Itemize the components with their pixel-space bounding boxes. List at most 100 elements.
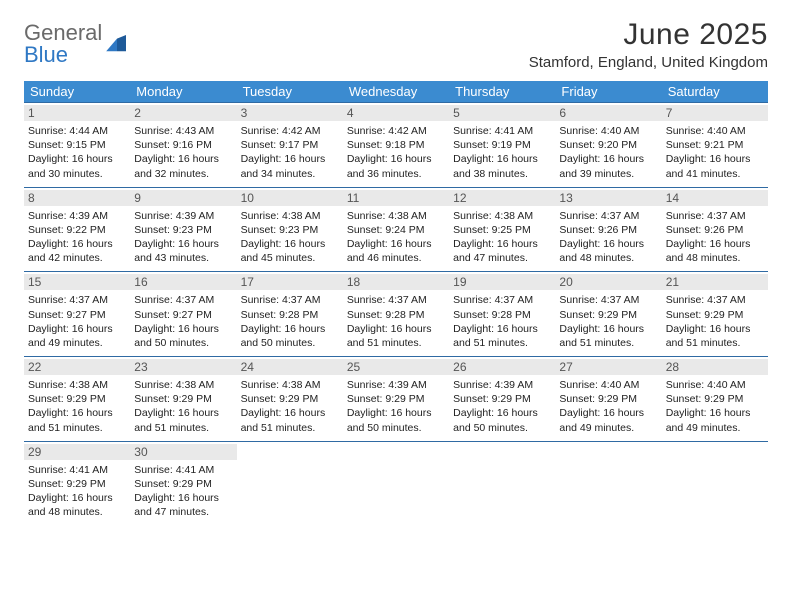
daylight-text: Daylight: 16 hours and 42 minutes. bbox=[28, 237, 126, 265]
sunset-text: Sunset: 9:21 PM bbox=[666, 138, 764, 152]
sunset-text: Sunset: 9:24 PM bbox=[347, 223, 445, 237]
day-details: Sunrise: 4:37 AMSunset: 9:27 PMDaylight:… bbox=[134, 293, 232, 350]
daylight-text: Daylight: 16 hours and 39 minutes. bbox=[559, 152, 657, 180]
day-cell: 1Sunrise: 4:44 AMSunset: 9:15 PMDaylight… bbox=[24, 103, 130, 187]
day-details: Sunrise: 4:37 AMSunset: 9:29 PMDaylight:… bbox=[559, 293, 657, 350]
day-details: Sunrise: 4:38 AMSunset: 9:29 PMDaylight:… bbox=[241, 378, 339, 435]
day-details: Sunrise: 4:39 AMSunset: 9:29 PMDaylight:… bbox=[347, 378, 445, 435]
day-details: Sunrise: 4:37 AMSunset: 9:28 PMDaylight:… bbox=[453, 293, 551, 350]
day-number: 18 bbox=[343, 274, 449, 290]
day-number: 7 bbox=[662, 105, 768, 121]
sunset-text: Sunset: 9:29 PM bbox=[134, 477, 232, 491]
daylight-text: Daylight: 16 hours and 43 minutes. bbox=[134, 237, 232, 265]
sunrise-text: Sunrise: 4:38 AM bbox=[453, 209, 551, 223]
daylight-text: Daylight: 16 hours and 49 minutes. bbox=[559, 406, 657, 434]
daylight-text: Daylight: 16 hours and 47 minutes. bbox=[134, 491, 232, 519]
day-cell bbox=[343, 442, 449, 526]
sunrise-text: Sunrise: 4:43 AM bbox=[134, 124, 232, 138]
sunrise-text: Sunrise: 4:39 AM bbox=[347, 378, 445, 392]
brand-mark-icon bbox=[106, 35, 128, 53]
day-cell: 16 Sunrise: 4:37 AMSunset: 9:27 PMDayligh… bbox=[130, 272, 236, 356]
day-cell: 15Sunrise: 4:37 AMSunset: 9:27 PMDayligh… bbox=[24, 272, 130, 356]
day-details: Sunrise: 4:43 AMSunset: 9:16 PMDaylight:… bbox=[134, 124, 232, 181]
daylight-text: Daylight: 16 hours and 51 minutes. bbox=[559, 322, 657, 350]
calendar-grid: Sunday Monday Tuesday Wednesday Thursday… bbox=[24, 81, 768, 525]
daylight-text: Daylight: 16 hours and 48 minutes. bbox=[559, 237, 657, 265]
week-row: 1Sunrise: 4:44 AMSunset: 9:15 PMDaylight… bbox=[24, 102, 768, 187]
day-cell: 14Sunrise: 4:37 AMSunset: 9:26 PMDayligh… bbox=[662, 188, 768, 272]
day-details: Sunrise: 4:37 AMSunset: 9:29 PMDaylight:… bbox=[666, 293, 764, 350]
day-number: 6 bbox=[555, 105, 661, 121]
daylight-text: Daylight: 16 hours and 32 minutes. bbox=[134, 152, 232, 180]
sunset-text: Sunset: 9:26 PM bbox=[559, 223, 657, 237]
day-cell: 7Sunrise: 4:40 AMSunset: 9:21 PMDaylight… bbox=[662, 103, 768, 187]
daylight-text: Daylight: 16 hours and 48 minutes. bbox=[666, 237, 764, 265]
day-cell bbox=[237, 442, 343, 526]
daylight-text: Daylight: 16 hours and 38 minutes. bbox=[453, 152, 551, 180]
sunrise-text: Sunrise: 4:38 AM bbox=[134, 378, 232, 392]
title-block: June 2025 Stamford, England, United King… bbox=[529, 18, 768, 71]
day-details: Sunrise: 4:37 AMSunset: 9:28 PMDaylight:… bbox=[347, 293, 445, 350]
sunset-text: Sunset: 9:28 PM bbox=[453, 308, 551, 322]
sunrise-text: Sunrise: 4:40 AM bbox=[666, 378, 764, 392]
day-cell: 5Sunrise: 4:41 AMSunset: 9:19 PMDaylight… bbox=[449, 103, 555, 187]
sunrise-text: Sunrise: 4:38 AM bbox=[28, 378, 126, 392]
day-number: 15 bbox=[24, 274, 130, 290]
sunset-text: Sunset: 9:29 PM bbox=[28, 477, 126, 491]
day-cell: 29Sunrise: 4:41 AMSunset: 9:29 PMDayligh… bbox=[24, 442, 130, 526]
sunset-text: Sunset: 9:29 PM bbox=[559, 392, 657, 406]
day-cell: 25Sunrise: 4:39 AMSunset: 9:29 PMDayligh… bbox=[343, 357, 449, 441]
sunrise-text: Sunrise: 4:37 AM bbox=[347, 293, 445, 307]
daylight-text: Daylight: 16 hours and 49 minutes. bbox=[28, 322, 126, 350]
sunset-text: Sunset: 9:29 PM bbox=[666, 308, 764, 322]
sunset-text: Sunset: 9:15 PM bbox=[28, 138, 126, 152]
daylight-text: Daylight: 16 hours and 34 minutes. bbox=[241, 152, 339, 180]
daylight-text: Daylight: 16 hours and 51 minutes. bbox=[28, 406, 126, 434]
day-cell: 6Sunrise: 4:40 AMSunset: 9:20 PMDaylight… bbox=[555, 103, 661, 187]
day-cell: 28Sunrise: 4:40 AMSunset: 9:29 PMDayligh… bbox=[662, 357, 768, 441]
daylight-text: Daylight: 16 hours and 51 minutes. bbox=[666, 322, 764, 350]
week-row: 15Sunrise: 4:37 AMSunset: 9:27 PMDayligh… bbox=[24, 271, 768, 356]
day-number: 21 bbox=[662, 274, 768, 290]
daylight-text: Daylight: 16 hours and 47 minutes. bbox=[453, 237, 551, 265]
day-number: 16 bbox=[130, 274, 236, 290]
week-row: 8 Sunrise: 4:39 AMSunset: 9:22 PMDaylight… bbox=[24, 187, 768, 272]
day-number: 24 bbox=[237, 359, 343, 375]
sunrise-text: Sunrise: 4:37 AM bbox=[453, 293, 551, 307]
dow-wednesday: Wednesday bbox=[343, 81, 449, 102]
brand-text: General Blue bbox=[24, 22, 102, 66]
day-details: Sunrise: 4:38 AMSunset: 9:29 PMDaylight:… bbox=[28, 378, 126, 435]
day-details: Sunrise: 4:39 AMSunset: 9:22 PMDaylight:… bbox=[28, 209, 126, 266]
day-number: 13 bbox=[555, 190, 661, 206]
sunset-text: Sunset: 9:19 PM bbox=[453, 138, 551, 152]
day-number: 2 bbox=[130, 105, 236, 121]
day-details: Sunrise: 4:41 AMSunset: 9:19 PMDaylight:… bbox=[453, 124, 551, 181]
sunrise-text: Sunrise: 4:37 AM bbox=[28, 293, 126, 307]
day-cell: 10Sunrise: 4:38 AMSunset: 9:23 PMDayligh… bbox=[237, 188, 343, 272]
day-number: 11 bbox=[343, 190, 449, 206]
day-number: 1 bbox=[24, 105, 130, 121]
day-cell: 27Sunrise: 4:40 AMSunset: 9:29 PMDayligh… bbox=[555, 357, 661, 441]
day-number: 29 bbox=[24, 444, 130, 460]
sunrise-text: Sunrise: 4:39 AM bbox=[28, 209, 126, 223]
daylight-text: Daylight: 16 hours and 50 minutes. bbox=[347, 406, 445, 434]
daylight-text: Daylight: 16 hours and 49 minutes. bbox=[666, 406, 764, 434]
day-number: 20 bbox=[555, 274, 661, 290]
sunrise-text: Sunrise: 4:39 AM bbox=[134, 209, 232, 223]
sunrise-text: Sunrise: 4:40 AM bbox=[559, 378, 657, 392]
day-details: Sunrise: 4:41 AMSunset: 9:29 PMDaylight:… bbox=[134, 463, 232, 520]
sunrise-text: Sunrise: 4:38 AM bbox=[347, 209, 445, 223]
week-row: 29Sunrise: 4:41 AMSunset: 9:29 PMDayligh… bbox=[24, 441, 768, 526]
sunset-text: Sunset: 9:29 PM bbox=[666, 392, 764, 406]
sunrise-text: Sunrise: 4:37 AM bbox=[559, 293, 657, 307]
day-cell bbox=[449, 442, 555, 526]
day-details: Sunrise: 4:39 AMSunset: 9:23 PMDaylight:… bbox=[134, 209, 232, 266]
sunset-text: Sunset: 9:18 PM bbox=[347, 138, 445, 152]
day-number: 9 bbox=[130, 190, 236, 206]
dow-sunday: Sunday bbox=[24, 81, 130, 102]
day-cell: 9 Sunrise: 4:39 AMSunset: 9:23 PMDaylight… bbox=[130, 188, 236, 272]
daylight-text: Daylight: 16 hours and 51 minutes. bbox=[347, 322, 445, 350]
day-number: 4 bbox=[343, 105, 449, 121]
day-number: 8 bbox=[24, 190, 130, 206]
day-cell bbox=[555, 442, 661, 526]
